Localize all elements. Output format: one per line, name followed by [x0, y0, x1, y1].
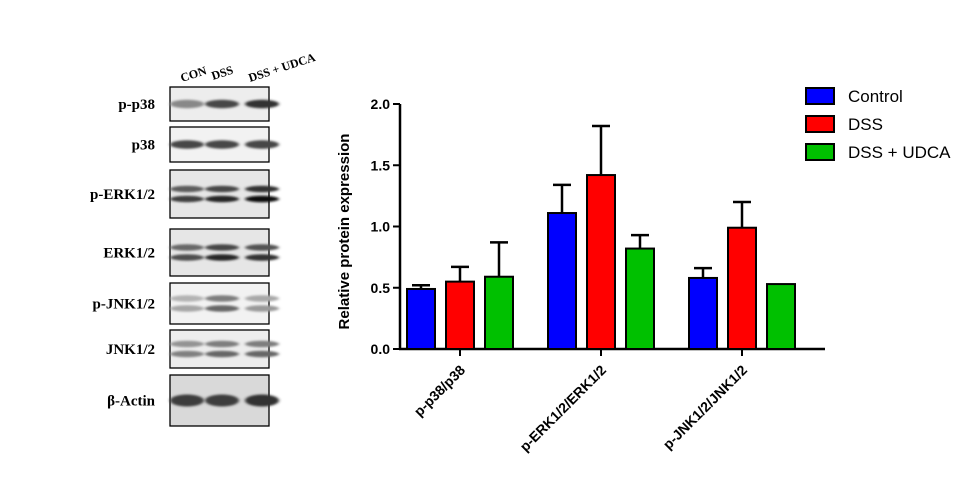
- blot-band: [205, 195, 239, 203]
- blot-band: [205, 244, 239, 251]
- y-tick-label: 2.0: [371, 96, 391, 112]
- blot-panel: [169, 329, 279, 369]
- blot-band: [245, 295, 279, 302]
- bar-control: [688, 276, 718, 351]
- blot-band: [245, 394, 279, 407]
- y-axis-label: Relative protein expression: [336, 134, 353, 330]
- blot-band: [170, 305, 204, 312]
- legend-label: DSS + UDCA: [848, 143, 951, 162]
- blot-band: [205, 394, 239, 407]
- y-tick-label: 1.5: [371, 157, 391, 173]
- y-tick-label: 1.0: [371, 219, 391, 235]
- blot-band: [170, 244, 204, 251]
- bar-dss-udca: [766, 283, 796, 351]
- blot-band: [205, 254, 239, 261]
- x-tick-label: p-JNK1/2/JNK1/2: [660, 362, 751, 453]
- blot-frame: [169, 228, 270, 277]
- blot-panel: [169, 86, 279, 122]
- bar-chart: 0.0 0.5 1.0 1.5 2.0 Relative protein expressi…: [336, 87, 951, 455]
- blot-frame: [169, 329, 270, 369]
- protein-label: ERK1/2: [103, 246, 155, 262]
- protein-label: p-ERK1/2: [90, 187, 155, 203]
- bar-dss: [727, 226, 757, 351]
- blot-band: [170, 140, 204, 149]
- blot-band: [170, 99, 204, 109]
- blot-band: [170, 295, 204, 302]
- blot-band: [245, 254, 279, 261]
- legend-label: DSS: [848, 115, 883, 134]
- blot-band: [245, 195, 279, 203]
- blot-band: [205, 350, 239, 358]
- blot-frame: [169, 282, 270, 325]
- protein-label: p-p38: [118, 97, 155, 113]
- blot-band: [170, 394, 204, 407]
- blot-band: [205, 340, 239, 348]
- blot-band: [245, 340, 279, 348]
- blot-band: [245, 305, 279, 312]
- protein-label: β-Actin: [107, 394, 156, 410]
- legend-label: Control: [848, 87, 903, 106]
- bar-dss: [445, 280, 475, 350]
- protein-label: JNK1/2: [106, 342, 155, 358]
- western-blot-panel: CON DSS DSS + UDCA p-p38 p38 p-ERK1/2 ERK1/2 p-…: [90, 50, 318, 427]
- blot-band: [245, 185, 279, 193]
- blot-band: [245, 244, 279, 251]
- lane-label: DSS + UDCA: [247, 50, 318, 85]
- blot-panel: [169, 228, 279, 277]
- blot-band: [170, 254, 204, 261]
- y-tick-label: 0.0: [371, 341, 391, 357]
- blot-band: [170, 340, 204, 348]
- blot-band: [205, 295, 239, 302]
- lane-label: DSS: [210, 63, 236, 83]
- blot-panel: [169, 126, 279, 163]
- blot-band: [205, 140, 239, 149]
- bar-control: [547, 212, 577, 350]
- blot-band: [170, 185, 204, 193]
- bar-dss-udca: [484, 275, 514, 351]
- blot-band: [245, 140, 279, 149]
- blot-band: [245, 99, 279, 109]
- blot-band: [205, 99, 239, 109]
- lane-label: CON: [179, 63, 209, 85]
- blot-frame: [169, 169, 270, 219]
- blot-band: [170, 195, 204, 203]
- legend-swatch: [805, 143, 835, 161]
- y-tick-label: 0.5: [371, 280, 391, 296]
- blot-band: [205, 305, 239, 312]
- blot-band: [205, 185, 239, 193]
- bar-dss: [586, 174, 616, 350]
- blot-panel: [169, 169, 279, 219]
- x-tick-label: p-ERK1/2/ERK1/2: [516, 362, 609, 455]
- protein-label: p-JNK1/2: [92, 297, 155, 313]
- x-tick-label: p-p38/p38: [411, 362, 469, 420]
- protein-label: p38: [132, 138, 155, 154]
- blot-panel: [169, 374, 279, 427]
- blot-band: [245, 350, 279, 358]
- bar-control: [406, 287, 436, 351]
- blot-panel: [169, 282, 279, 325]
- bar-dss-udca: [625, 247, 655, 350]
- legend-swatch: [805, 87, 835, 105]
- legend-swatch: [805, 115, 835, 133]
- blot-band: [170, 350, 204, 358]
